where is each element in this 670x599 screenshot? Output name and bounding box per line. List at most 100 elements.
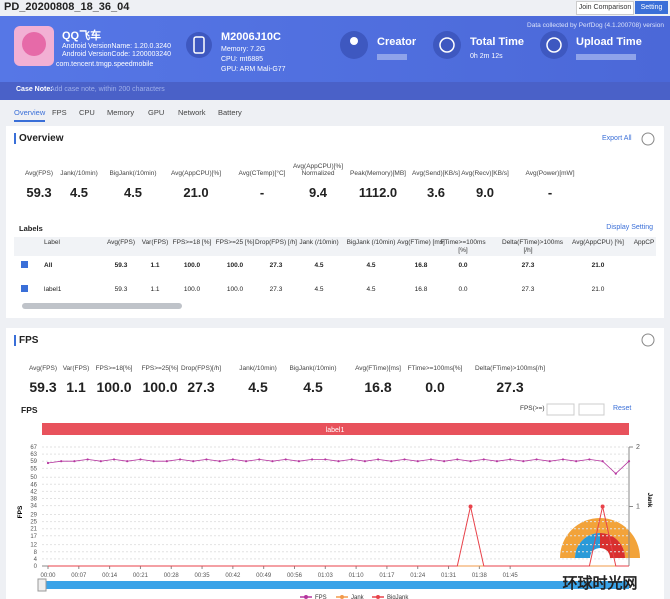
stat-label: Avg(FTime)[ms]	[355, 365, 401, 372]
device-model: M2006J10C	[221, 31, 281, 43]
table-header: Drop(FPS) [/h]	[255, 239, 297, 246]
device-spec: GPU: ARM Mali-G77	[221, 66, 286, 73]
stat-value: 27.3	[496, 379, 524, 395]
stat-value: 4.5	[303, 379, 323, 395]
stat-value: 3.6	[426, 185, 446, 200]
stat-value: 9.4	[308, 185, 328, 200]
stat-label: Avg(FPS)	[28, 365, 58, 372]
stat-value: 4.5	[123, 185, 143, 200]
stat-label: FTime>=100ms[%]	[407, 365, 463, 372]
stat-value: 4.5	[69, 185, 89, 200]
stat-label: Drop(FPS)[/h]	[180, 365, 222, 372]
app-version-code: Android VersionCode: 1200003240	[62, 51, 171, 58]
reset-button[interactable]: Reset	[613, 405, 632, 412]
stat-value: 1112.0	[358, 185, 398, 200]
info-value: 0h 2m 12s	[470, 53, 503, 60]
stat-label: BigJank(/10min)	[289, 365, 337, 372]
stat-label: BigJank(/10min)	[109, 170, 157, 177]
tab[interactable]: Network	[178, 108, 206, 117]
table-header: Delta(FTime)>100ms [/h]	[502, 239, 563, 254]
device-spec: Memory: 7.2G	[221, 46, 266, 53]
threshold-input[interactable]: 25	[587, 405, 595, 412]
case-note-input[interactable]: Add case note, within 200 characters	[50, 86, 165, 93]
table-cell: 4.5	[366, 286, 376, 293]
overview-panel	[6, 126, 664, 318]
table-cell: 100.0	[226, 262, 244, 269]
table-cell: 27.3	[521, 262, 535, 269]
table-cell: 100.0	[226, 286, 244, 293]
tab[interactable]: Battery	[218, 108, 242, 117]
table-cell: 100.0	[183, 286, 201, 293]
threshold-input[interactable]: 18	[556, 405, 564, 412]
table-cell: 16.8	[414, 286, 428, 293]
stat-label: Var(FPS)	[62, 365, 90, 372]
tab[interactable]: Overview	[14, 108, 46, 122]
chart-title: FPS	[21, 405, 38, 415]
table-header: Avg(AppCPU) [%]	[572, 239, 624, 246]
subsection-title: Labels	[19, 224, 43, 233]
table-cell: 1.1	[150, 262, 160, 269]
table-cell: 0.0	[458, 286, 468, 293]
table-header: Label	[44, 239, 60, 246]
stat-value: 0.0	[425, 379, 445, 395]
stat-label: Avg(FPS)	[24, 170, 54, 177]
tab[interactable]: Memory	[107, 108, 135, 117]
stat-value: 59.3	[29, 379, 57, 395]
app-version-name: Android VersionName: 1.20.0.3240	[62, 43, 171, 50]
info-label: Total Time	[470, 36, 524, 48]
table-scrollbar	[22, 303, 182, 309]
table-cell: All	[44, 262, 53, 269]
stat-label: FPS>=18[%]	[95, 365, 133, 372]
stat-value: 4.5	[248, 379, 268, 395]
table-header-bg	[14, 237, 656, 256]
app-package: com.tencent.tmgp.speedmobile	[56, 61, 154, 68]
table-header: Avg(FPS)	[106, 239, 136, 246]
stat-value: -	[259, 185, 265, 200]
table-cell: 27.3	[269, 262, 283, 269]
tab[interactable]: GPU	[148, 108, 165, 117]
stat-label: Peak(Memory)[MB]	[350, 170, 406, 177]
stat-label: Jank(/10min)	[60, 170, 98, 177]
case-note-label: Case Note:	[16, 86, 53, 93]
stat-label: FPS>=25[%]	[141, 365, 179, 372]
section-title: FPS	[19, 335, 39, 346]
tab[interactable]: FPS	[52, 108, 67, 117]
button[interactable]: Setting	[635, 1, 668, 14]
app-name: QQ飞车	[62, 30, 102, 42]
link[interactable]: Export All	[602, 135, 632, 142]
table-cell: label1	[44, 286, 62, 293]
table-header: AppCP	[633, 239, 655, 246]
table-cell: 100.0	[183, 262, 201, 269]
table-cell: 4.5	[366, 262, 376, 269]
page-title: PD_20200808_18_36_04	[4, 1, 130, 13]
table-cell: 21.0	[591, 262, 605, 269]
table-cell: 59.3	[114, 286, 128, 293]
table-cell: 16.8	[414, 262, 428, 269]
stat-label: Avg(Send)[KB/s]	[412, 170, 460, 177]
stat-label: Avg(AppCPU)[%]	[170, 170, 222, 177]
table-cell: 0.0	[458, 262, 468, 269]
stat-value: 9.0	[475, 185, 495, 200]
stat-label: Delta(FTime)>100ms[/h]	[474, 365, 546, 372]
stat-label: Avg(CTemp)[°C]	[238, 170, 286, 177]
table-header: FPS>=25 [%]	[215, 239, 255, 246]
stat-label: Avg(AppCPU)[%] Normalized	[292, 163, 344, 177]
stat-label: Jank(/10min)	[239, 365, 277, 372]
table-cell: 4.5	[314, 286, 324, 293]
stat-label: Avg(Recv)[KB/s]	[461, 170, 509, 177]
table-cell: 4.5	[314, 262, 324, 269]
device-spec: CPU: mt6885	[221, 56, 264, 63]
table-cell: 27.3	[269, 286, 283, 293]
table-header: Jank (/10min)	[299, 239, 339, 246]
link[interactable]: Display Setting	[606, 224, 653, 231]
button[interactable]: Join Comparison	[576, 1, 634, 15]
stat-value: 59.3	[26, 185, 52, 200]
tab[interactable]: CPU	[79, 108, 95, 117]
stat-value: 100.0	[142, 379, 178, 395]
table-cell: 27.3	[521, 286, 535, 293]
stat-value: -	[547, 185, 553, 200]
case-note-bar	[0, 82, 670, 100]
stat-label: Avg(Power)[mW]	[525, 170, 575, 177]
stat-value: 16.8	[364, 379, 392, 395]
